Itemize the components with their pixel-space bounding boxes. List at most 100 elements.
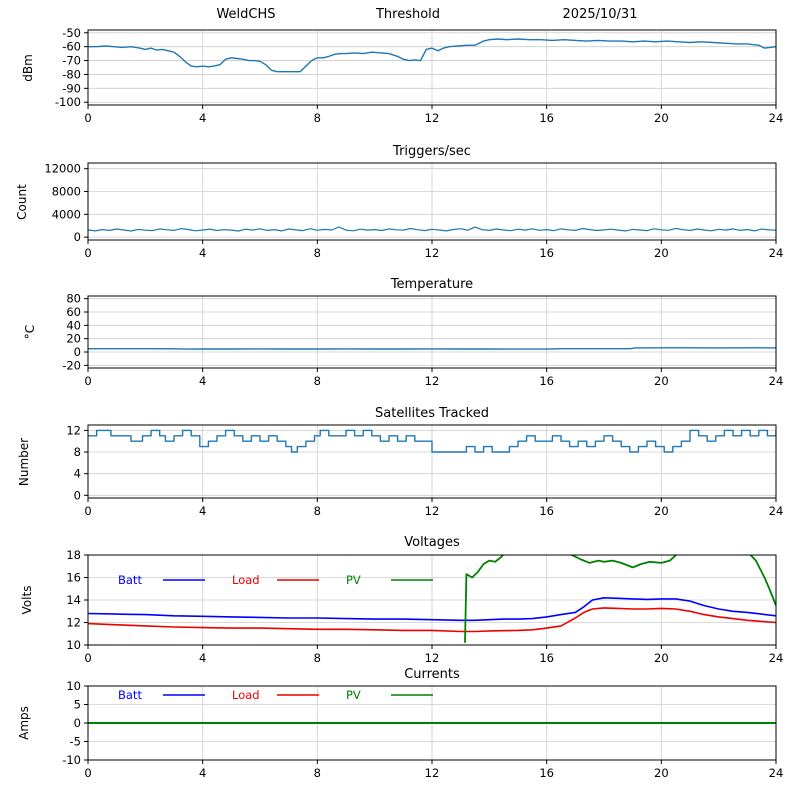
x-tick-label: 16 bbox=[539, 246, 554, 260]
y-tick-label: 12 bbox=[66, 616, 81, 630]
x-tick-label: 24 bbox=[769, 766, 784, 780]
y-tick-label: -100 bbox=[55, 95, 81, 109]
x-tick-label: 8 bbox=[314, 651, 321, 665]
y-tick-label: -20 bbox=[62, 358, 81, 372]
x-tick-label: 12 bbox=[425, 111, 440, 125]
y-tick-label: -60 bbox=[62, 40, 81, 54]
x-tick-label: 0 bbox=[84, 111, 91, 125]
x-tick-label: 20 bbox=[654, 504, 669, 518]
y-tick-label: 18 bbox=[66, 548, 81, 562]
legend-label-batt: Batt bbox=[118, 688, 142, 702]
panel2-title: Triggers/sec bbox=[393, 144, 471, 159]
y-tick-label: 0 bbox=[74, 716, 81, 730]
series-temperature-c bbox=[88, 347, 776, 350]
panel4-title: Satellites Tracked bbox=[375, 406, 489, 421]
x-tick-label: 16 bbox=[539, 651, 554, 665]
x-tick-label: 4 bbox=[199, 651, 206, 665]
y-tick-label: 0 bbox=[74, 345, 81, 359]
panel-1: 0 4 8 12 16 20 24 -100-90-80-70-60-50 bbox=[55, 26, 783, 125]
x-tick-label: 12 bbox=[425, 651, 440, 665]
y-tick-label: 60 bbox=[66, 305, 81, 319]
x-tick-label: 8 bbox=[314, 111, 321, 125]
panel-2: 0 4 8 12 16 20 24 0 4000 8000 12000 bbox=[44, 162, 783, 260]
x-tick-label: 20 bbox=[654, 374, 669, 388]
x-tick-label: 20 bbox=[654, 111, 669, 125]
x-tick-label: 24 bbox=[769, 246, 784, 260]
x-tick-label: 12 bbox=[425, 374, 440, 388]
y-tick-label: 4 bbox=[74, 467, 81, 481]
x-tick-label: 8 bbox=[314, 766, 321, 780]
y-tick-label: 0 bbox=[74, 488, 81, 502]
y-tick-label: 14 bbox=[66, 593, 81, 607]
x-tick-label: 0 bbox=[84, 246, 91, 260]
x-tick-label: 16 bbox=[539, 374, 554, 388]
x-tick-label: 4 bbox=[199, 111, 206, 125]
x-tick-label: 24 bbox=[769, 111, 784, 125]
x-tick-label: 12 bbox=[425, 504, 440, 518]
panel-5: 0 4 8 12 16 20 24 10 12 14 16 18 Batt Load PV bbox=[66, 548, 784, 665]
x-tick-label: 16 bbox=[539, 111, 554, 125]
panel5-title: Voltages bbox=[404, 535, 460, 550]
panel1-title-right: 2025/10/31 bbox=[562, 7, 638, 22]
x-tick-label: 24 bbox=[769, 374, 784, 388]
y-tick-label: 0 bbox=[74, 230, 81, 244]
y-tick-label: 20 bbox=[66, 332, 81, 346]
series-satellites-tracked bbox=[88, 429, 776, 453]
x-tick-label: 8 bbox=[314, 246, 321, 260]
y-tick-label: 8 bbox=[74, 445, 81, 459]
y-tick-label: 16 bbox=[66, 571, 81, 585]
legend-label-batt: Batt bbox=[118, 573, 142, 587]
x-tick-label: 16 bbox=[539, 766, 554, 780]
panel4-ylabel: Number bbox=[17, 437, 31, 487]
panel1-ylabel: dBm bbox=[21, 54, 35, 82]
panel5-ylabel: Volts bbox=[20, 585, 34, 615]
y-tick-label: -70 bbox=[62, 54, 81, 68]
legend-label-load: Load bbox=[232, 573, 260, 587]
y-tick-label: -10 bbox=[62, 753, 81, 767]
series-load-volts bbox=[88, 607, 776, 633]
x-tick-label: 12 bbox=[425, 246, 440, 260]
y-tick-label: 80 bbox=[66, 292, 81, 306]
x-tick-label: 0 bbox=[84, 766, 91, 780]
x-tick-label: 24 bbox=[769, 504, 784, 518]
x-tick-label: 20 bbox=[654, 651, 669, 665]
y-tick-label: -80 bbox=[62, 67, 81, 81]
x-tick-label: 4 bbox=[199, 374, 206, 388]
panel3-title: Temperature bbox=[390, 277, 474, 292]
x-tick-label: 20 bbox=[654, 766, 669, 780]
y-tick-label: 12 bbox=[66, 423, 81, 437]
y-tick-label: 10 bbox=[66, 679, 81, 693]
series-triggers-per-sec bbox=[88, 226, 776, 232]
x-tick-label: 20 bbox=[654, 246, 669, 260]
x-tick-label: 4 bbox=[199, 504, 206, 518]
panel6-ylabel: Amps bbox=[17, 706, 31, 740]
y-tick-label: 5 bbox=[74, 698, 81, 712]
panel-6: 0 4 8 12 16 20 24 -10 -5 0 5 10 Batt Load PV bbox=[62, 679, 783, 780]
series-threshold-dbm bbox=[88, 38, 776, 73]
y-tick-label: -50 bbox=[62, 26, 81, 40]
series-batt-volts bbox=[88, 597, 776, 622]
panel6-title: Currents bbox=[404, 667, 460, 682]
x-tick-label: 8 bbox=[314, 374, 321, 388]
y-tick-label: 12000 bbox=[44, 162, 81, 176]
x-tick-label: 12 bbox=[425, 766, 440, 780]
y-tick-label: 4000 bbox=[52, 207, 81, 221]
y-tick-label: -5 bbox=[70, 735, 81, 749]
legend-label-load: Load bbox=[232, 688, 260, 702]
y-tick-label: 10 bbox=[66, 638, 81, 652]
y-tick-label: 8000 bbox=[52, 185, 81, 199]
legend-label-pv: PV bbox=[346, 573, 361, 587]
legend-label-pv: PV bbox=[346, 688, 361, 702]
x-tick-label: 0 bbox=[84, 504, 91, 518]
panel2-ylabel: Count bbox=[15, 184, 29, 220]
x-tick-label: 0 bbox=[84, 651, 91, 665]
y-tick-label: 40 bbox=[66, 318, 81, 332]
x-tick-label: 4 bbox=[199, 766, 206, 780]
series-pv-volts bbox=[464, 555, 776, 643]
panel1-title-left: WeldCHS bbox=[216, 7, 276, 22]
x-tick-label: 16 bbox=[539, 504, 554, 518]
x-tick-label: 24 bbox=[769, 651, 784, 665]
